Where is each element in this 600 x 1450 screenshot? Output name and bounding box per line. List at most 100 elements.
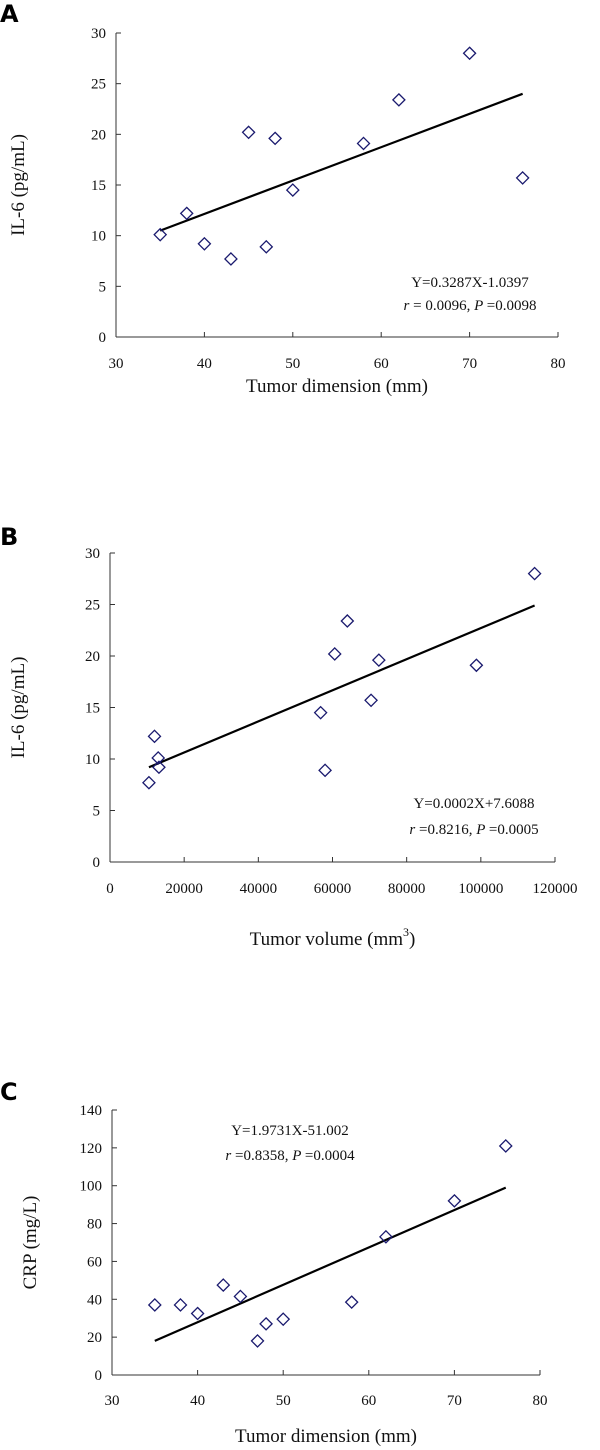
correlation-stats: r =0.8358, P =0.0004 (225, 1148, 355, 1164)
regression-equation: Y=0.0002X+7.6088 (413, 796, 534, 812)
x-tick-label: 60 (374, 356, 389, 372)
data-point (190, 1306, 205, 1321)
x-tick-label: 50 (276, 1393, 291, 1409)
data-point (224, 252, 238, 266)
data-point (527, 566, 542, 581)
y-tick-label: 40 (87, 1292, 102, 1308)
chart-panel-c: C 0 20 40 60 80 100 120 140 30 40 50 60 70 80 Tumor dim… (0, 1078, 548, 1447)
data-point (371, 653, 386, 668)
y-axis-label: IL-6 (pg/mL) (8, 134, 29, 236)
x-tick-label: 30 (109, 356, 124, 372)
y-tick-label: 25 (85, 598, 100, 614)
x-tick-label: 80 (533, 1393, 548, 1409)
x-tick-label: 0 (106, 881, 114, 897)
y-tick-label: 5 (93, 804, 101, 820)
y-tick-label: 0 (95, 1368, 103, 1384)
regression-equation: Y=1.9731X-51.002 (231, 1123, 349, 1139)
y-tick-label: 0 (93, 855, 101, 871)
chart-panel-b: B 0 5 10 15 20 25 30 0 20000 40000 60000 80000 100000… (0, 523, 578, 950)
y-tick-label: 30 (85, 546, 100, 562)
data-point (173, 1298, 188, 1312)
data-point (515, 170, 530, 185)
x-axis-label: Tumor dimension (mm) (235, 1426, 417, 1447)
y-tick-label: 80 (87, 1217, 102, 1233)
y-tick-label: 140 (80, 1103, 103, 1119)
data-point (147, 1298, 162, 1312)
y-tick-label: 5 (99, 279, 107, 295)
data-point (268, 131, 283, 146)
y-tick-label: 30 (91, 26, 106, 42)
data-point (152, 760, 166, 775)
data-point (447, 1193, 462, 1208)
x-tick-label: 50 (285, 356, 300, 372)
y-axis-label: CRP (mg/L) (20, 1196, 41, 1290)
stats-part: =0.8216, (415, 822, 476, 838)
panel-label: C (0, 1078, 18, 1106)
panel-label: A (0, 0, 19, 28)
data-point (340, 614, 355, 628)
y-tick-label: 15 (91, 178, 106, 194)
y-tick-label: 60 (87, 1254, 102, 1270)
y-tick-label: 10 (91, 229, 106, 245)
data-point (285, 183, 300, 197)
x-tick-label: 40 (197, 356, 212, 372)
x-tick-label: 40000 (240, 881, 278, 897)
correlation-stats: r = 0.0096, P =0.0098 (404, 298, 537, 314)
stats-part: =0.0098 (487, 298, 537, 314)
data-point (197, 236, 212, 251)
data-point (259, 239, 274, 254)
y-tick-label: 120 (80, 1141, 103, 1157)
x-axis-label-end: ) (409, 929, 415, 950)
data-point (250, 1334, 265, 1348)
stats-part: =0.8358, (231, 1148, 292, 1164)
stats-part: r (409, 822, 415, 838)
x-axis-label: Tumor volume (mm3) (250, 925, 416, 950)
stats-part: P (475, 822, 489, 838)
x-tick-label: 100000 (458, 881, 503, 897)
data-point (151, 751, 166, 765)
data-point (327, 647, 342, 661)
y-tick-label: 100 (80, 1179, 103, 1195)
x-tick-label: 60 (361, 1393, 376, 1409)
trend-line (159, 92, 524, 232)
x-tick-label: 20000 (165, 881, 203, 897)
stats-part: P (291, 1148, 305, 1164)
stats-part: = 0.0096, (409, 298, 474, 314)
y-tick-label: 25 (91, 77, 106, 93)
stats-part: P (473, 298, 487, 314)
data-point (179, 206, 194, 221)
data-point (391, 92, 406, 107)
correlation-stats: r =0.8216, P =0.0005 (409, 822, 538, 838)
trend-line (148, 604, 536, 769)
data-point (313, 705, 328, 720)
trend-line (154, 1186, 507, 1342)
y-tick-label: 15 (85, 701, 100, 717)
data-point (498, 1139, 513, 1153)
data-point (233, 1289, 248, 1304)
stats-part: r (404, 298, 410, 314)
data-point (356, 136, 371, 151)
x-tick-label: 70 (447, 1393, 462, 1409)
x-tick-label: 80000 (388, 881, 426, 897)
data-point (216, 1278, 231, 1293)
x-tick-label: 30 (105, 1393, 120, 1409)
data-point (344, 1295, 359, 1310)
data-point (153, 227, 168, 242)
y-tick-label: 20 (87, 1330, 102, 1346)
panel-label: B (0, 523, 18, 551)
y-tick-label: 20 (91, 127, 106, 143)
stats-part: =0.0005 (489, 822, 539, 838)
x-axis-label-superscript: 3 (403, 925, 409, 939)
x-axis-label: Tumor dimension (mm) (246, 376, 428, 397)
data-point (364, 693, 378, 708)
data-point (318, 763, 333, 778)
x-tick-label: 80 (551, 356, 566, 372)
y-axis-label: IL-6 (pg/mL) (8, 657, 29, 759)
data-point (469, 658, 484, 673)
y-tick-label: 10 (85, 752, 100, 768)
regression-equation: Y=0.3287X-1.0397 (411, 275, 529, 291)
y-tick-label: 0 (99, 330, 107, 346)
x-tick-label: 120000 (533, 881, 578, 897)
chart-panel-a: A 0 5 10 15 20 25 30 30 40 50 60 70 80 Tumor dimension… (0, 0, 566, 397)
